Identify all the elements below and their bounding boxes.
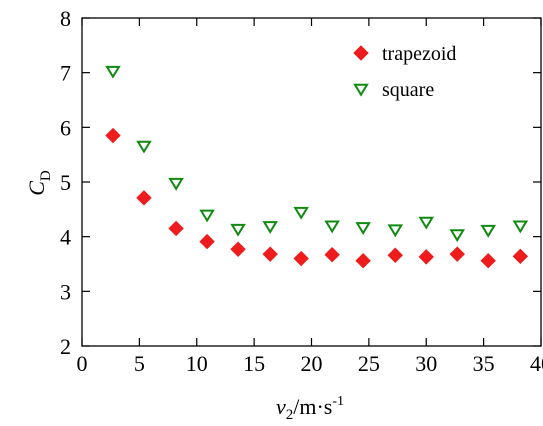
x-axis-label-sup: -1: [332, 394, 344, 409]
trapezoid-point: [262, 246, 278, 262]
x-tick-label: 5: [134, 351, 145, 376]
square-point: [480, 224, 496, 238]
trapezoid-point: [387, 247, 403, 263]
trapezoid-point: [355, 253, 371, 269]
y-tick-label: 8: [60, 6, 71, 31]
marks-layer: [105, 65, 529, 269]
x-tick-label: 15: [243, 351, 265, 376]
trapezoid-point: [480, 253, 496, 269]
y-tick-label: 3: [60, 279, 71, 304]
trapezoid-point: [136, 190, 152, 206]
trapezoid-point: [168, 220, 184, 237]
x-axis-label-var: v: [276, 394, 286, 419]
y-axis-label-main: C: [24, 181, 49, 196]
square-point: [168, 177, 184, 191]
square-point: [387, 224, 404, 238]
y-axis-label-sub: D: [38, 170, 54, 181]
square-point: [262, 221, 278, 234]
square-point: [136, 140, 152, 154]
trapezoid-point: [105, 127, 121, 144]
x-tick-label: 25: [358, 351, 380, 376]
square-point: [512, 220, 529, 234]
square-point: [449, 229, 466, 243]
square-point: [324, 220, 340, 234]
square-point: [293, 206, 309, 220]
x-axis-label: v2/m·s-1: [276, 394, 344, 423]
square-point: [355, 222, 371, 236]
legend-square-marker: [353, 83, 369, 97]
legend: trapezoid square: [353, 43, 456, 101]
x-tick-label: 20: [301, 351, 323, 376]
legend-square-label: square: [382, 79, 434, 101]
x-tick-label: 10: [186, 351, 208, 376]
y-tick-label: 6: [60, 115, 71, 140]
square-point: [199, 209, 215, 223]
ticks-layer: 0 5 10 15 20 25 30 35 40 2 3 4 5 6 7 8: [60, 6, 543, 376]
trapezoid-point: [293, 250, 309, 267]
svg-text:CD: CD: [24, 170, 54, 196]
square-point: [230, 223, 246, 237]
trapezoid-point: [449, 246, 465, 262]
trapezoid-point: [230, 241, 246, 257]
x-tick-label: 40: [530, 351, 543, 376]
x-axis-label-unit: /m·s: [293, 394, 332, 419]
x-tick-label: 35: [473, 351, 495, 376]
y-tick-label: 4: [60, 225, 71, 250]
y-tick-label: 7: [60, 61, 71, 86]
legend-trapezoid-label: trapezoid: [382, 43, 456, 65]
y-axis-label: CD: [24, 170, 54, 196]
x-axis-label-sub: 2: [286, 407, 294, 423]
x-tick-label: 30: [415, 351, 437, 376]
y-tick-label: 2: [60, 334, 71, 359]
trapezoid-point: [418, 249, 434, 265]
trapezoid-point: [199, 233, 215, 250]
square-point: [105, 65, 121, 79]
x-tick-label: 0: [77, 351, 88, 376]
trapezoid-point: [512, 248, 529, 265]
plot-frame: [81, 17, 542, 347]
y-tick-label: 5: [60, 170, 71, 195]
legend-trapezoid-marker: [353, 45, 369, 61]
trapezoid-point: [324, 246, 340, 263]
square-point: [418, 216, 435, 230]
